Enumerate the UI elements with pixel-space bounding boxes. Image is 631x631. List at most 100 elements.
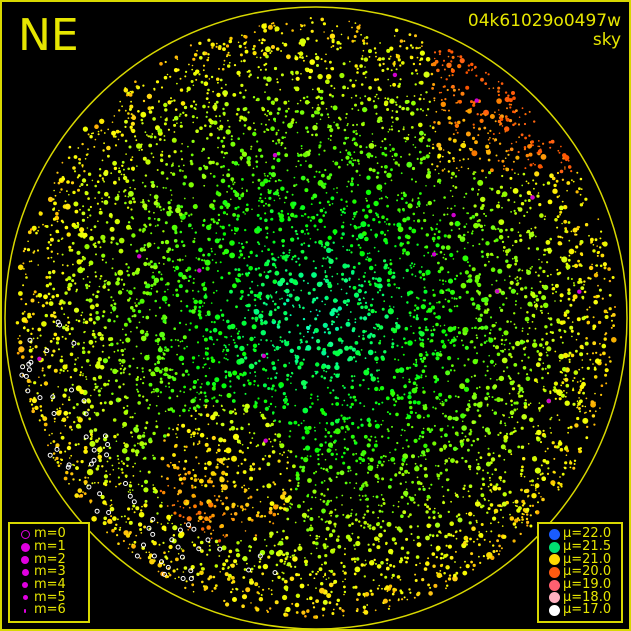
star-mark xyxy=(417,47,420,49)
star-mark xyxy=(419,464,423,467)
star-mark xyxy=(260,199,264,204)
star-mark xyxy=(157,218,161,222)
star-mark xyxy=(367,525,370,528)
star-mark xyxy=(329,173,333,177)
star-mark xyxy=(575,190,579,194)
star-mark xyxy=(355,169,359,173)
star-mark xyxy=(546,364,551,369)
star-mark xyxy=(348,285,351,288)
star-mark xyxy=(309,324,312,327)
star-mark xyxy=(267,387,271,390)
star-mark xyxy=(140,118,144,122)
star-mark xyxy=(227,457,230,460)
star-mark xyxy=(320,113,324,117)
star-mark xyxy=(387,436,390,440)
star-mark xyxy=(286,378,289,381)
star-mark xyxy=(67,282,73,288)
star-mark xyxy=(133,540,137,544)
star-mark xyxy=(462,496,465,498)
star-mark xyxy=(511,346,513,348)
star-mark xyxy=(568,361,571,363)
star-mark xyxy=(247,293,250,297)
star-mark xyxy=(516,292,519,295)
star-mark xyxy=(223,599,226,603)
star-mark xyxy=(564,168,566,170)
star-mark xyxy=(330,67,335,71)
star-mark xyxy=(340,33,343,36)
star-mark xyxy=(171,172,176,176)
star-mark xyxy=(134,302,136,304)
star-mark xyxy=(386,197,389,199)
star-mark xyxy=(350,512,353,515)
star-mark xyxy=(336,191,338,194)
star-mark xyxy=(192,197,194,199)
star-mark xyxy=(131,416,134,419)
star-mark xyxy=(544,342,549,346)
star-mark xyxy=(561,256,568,263)
star-mark xyxy=(303,419,305,422)
star-mark xyxy=(327,124,330,126)
star-mark xyxy=(259,56,262,59)
star-mark xyxy=(512,96,516,100)
star-mark xyxy=(434,507,436,510)
star-mark xyxy=(547,467,550,470)
star-mark xyxy=(170,339,173,342)
star-mark xyxy=(103,142,105,145)
star-mark xyxy=(203,281,206,284)
star-mark xyxy=(199,386,202,389)
star-mark xyxy=(64,291,68,295)
star-mark xyxy=(433,424,436,427)
star-mark xyxy=(357,592,361,596)
star-mark xyxy=(92,345,95,348)
star-mark xyxy=(317,463,320,466)
star-mark xyxy=(511,168,514,171)
star-mark xyxy=(153,87,156,90)
star-mark xyxy=(211,259,214,261)
star-mark xyxy=(97,452,100,455)
star-mark xyxy=(431,305,435,310)
star-mark xyxy=(432,325,435,328)
star-mark xyxy=(374,423,380,429)
star-mark xyxy=(208,118,212,122)
star-mark xyxy=(439,250,443,254)
star-mark xyxy=(395,117,399,121)
star-mark xyxy=(210,532,213,535)
star-mark xyxy=(297,546,303,551)
star-mark xyxy=(193,478,198,482)
star-mark xyxy=(262,383,267,388)
star-mark xyxy=(239,280,242,283)
star-mark xyxy=(515,141,518,143)
star-mark xyxy=(320,17,325,22)
star-mark xyxy=(351,39,355,43)
star-mark xyxy=(338,607,342,610)
star-mark xyxy=(81,211,86,216)
star-mark xyxy=(236,107,240,112)
star-mark xyxy=(70,472,74,476)
star-mark xyxy=(179,77,182,80)
star-mark xyxy=(366,498,369,501)
star-mark xyxy=(475,307,478,310)
star-mark xyxy=(405,46,409,50)
star-mark xyxy=(337,337,342,342)
star-mark xyxy=(219,78,223,82)
star-mark xyxy=(532,425,535,428)
star-mark xyxy=(199,478,204,484)
star-mark xyxy=(100,494,105,500)
star-mark xyxy=(457,517,463,523)
star-mark xyxy=(276,189,279,192)
star-mark xyxy=(163,528,167,532)
star-mark xyxy=(110,236,115,241)
star-mark xyxy=(439,471,443,475)
star-mark xyxy=(70,428,73,431)
star-mark xyxy=(528,152,533,157)
star-mark xyxy=(101,408,105,412)
star-mark xyxy=(304,563,308,567)
star-mark xyxy=(321,265,324,267)
star-mark xyxy=(448,457,450,460)
star-mark xyxy=(260,594,263,596)
star-mark xyxy=(354,318,357,320)
star-mark xyxy=(565,392,568,394)
star-mark xyxy=(374,310,377,314)
star-mark xyxy=(174,339,177,341)
star-mark xyxy=(529,267,532,270)
